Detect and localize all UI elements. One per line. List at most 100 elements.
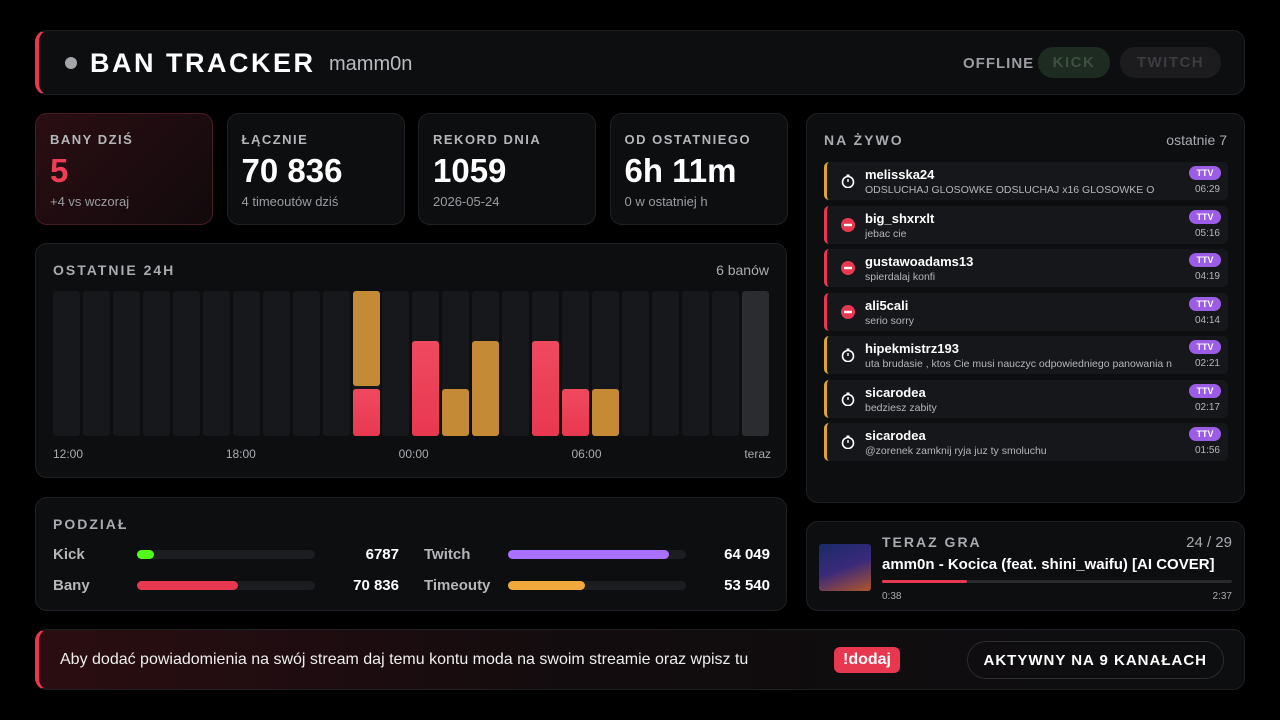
stat-value: 6h 11m	[624, 152, 737, 189]
hour-column	[472, 291, 500, 436]
ban-bar	[352, 388, 380, 436]
stat-label: BANY DZIŚ	[50, 132, 134, 147]
timeout-icon	[841, 174, 855, 188]
hour-column	[112, 291, 140, 436]
stat-card: REKORD DNIA 1059 2026-05-24	[418, 113, 596, 225]
x-label: 12:00	[53, 447, 84, 461]
feed-user: hipekmistrz193	[865, 341, 959, 356]
feed-time: 05:16	[1194, 227, 1220, 239]
feed-message: uta brudasie , ktos Cie musi nauczyc odp…	[865, 358, 1173, 370]
hour-column	[412, 291, 440, 436]
platform-badge: TTV	[1189, 253, 1221, 267]
x-label: teraz	[744, 447, 771, 461]
hour-column	[322, 291, 350, 436]
feed-user: sicarodea	[865, 384, 926, 400]
live-panel: NA ŻYWO ostatnie 7 melisska24 ODSLUCHAJ G…	[806, 113, 1245, 503]
platform-badge: TTV	[1189, 166, 1221, 180]
panel-summary: 6 banów	[716, 262, 769, 278]
stat-label: REKORD DNIA	[433, 132, 542, 147]
progress-fill	[882, 580, 967, 583]
split-bar	[137, 581, 239, 590]
feed-time: 06:29	[1194, 184, 1220, 195]
hour-column	[172, 291, 200, 436]
stat-card: BANY DZIŚ 5 +4 vs wczoraj	[35, 113, 213, 225]
feed-user: melisska24	[865, 167, 935, 182]
feed-entry: ali5cali serio sorry TTV 04:14	[824, 292, 1228, 331]
split-bar	[137, 550, 155, 559]
platform-badge: TTV	[1189, 296, 1221, 311]
hour-column	[202, 291, 230, 436]
hour-column	[53, 291, 80, 436]
feed-time: 04:19	[1194, 271, 1220, 282]
feed-entry: big_shxrxlt jebac cie TTV 05:16	[824, 205, 1228, 244]
feed-time: 02:21	[1194, 358, 1220, 369]
ban-bar	[412, 341, 440, 436]
platform-badge: TTV	[1189, 383, 1221, 398]
kick-button[interactable]: KICK	[1038, 47, 1110, 78]
split-name: Twitch	[424, 546, 471, 563]
stat-card: OD OSTATNIEGO 6h 11m 0 w ostatniej h	[609, 113, 788, 225]
platform-badge: TTV	[1189, 340, 1221, 354]
feed-time: 01:56	[1194, 445, 1220, 456]
stat-sub: 0 w ostatniej h	[624, 194, 708, 209]
cover	[819, 544, 871, 591]
stat-value: 5	[50, 152, 69, 189]
split-panel: PODZIAŁ Kick 6787 Twitch 64 049 Bany 70 836 Ti…	[35, 497, 787, 611]
feed-message: @zorenek zamknij ryja juz ty smoluchu	[865, 445, 1047, 457]
x-label: 06:00	[571, 447, 602, 461]
split-track	[137, 581, 315, 590]
hour-column	[741, 291, 769, 436]
feed-entry: hipekmistrz193 uta brudasie , ktos Cie mu…	[824, 336, 1228, 374]
panel-summary: ostatnie 7	[1166, 132, 1227, 148]
hour-column	[292, 291, 320, 436]
timeout-bar	[592, 388, 620, 436]
footer: Aby dodać powiadomienia na swój stream d…	[35, 629, 1245, 690]
twitch-button[interactable]: TWITCH	[1120, 47, 1221, 78]
header: BAN TRACKER mamm0n OFFLINE KICK TWITCH	[35, 30, 1245, 95]
platform-badge: TTV	[1189, 427, 1221, 441]
feed-time: 02:17	[1194, 401, 1220, 413]
x-label: 18:00	[225, 447, 256, 461]
ban-icon	[841, 304, 855, 319]
feed-entry: sicarodea bedziesz zabity TTV 02:17	[824, 379, 1228, 418]
timeout-bar	[442, 388, 470, 436]
hour-column	[532, 291, 560, 436]
hour-column	[652, 291, 679, 436]
hour-column	[622, 291, 650, 436]
hour-column	[232, 291, 260, 436]
split-value: 6787	[365, 546, 399, 563]
timeout-bar	[352, 291, 380, 386]
hour-column	[82, 291, 110, 436]
duration: 2:37	[1212, 591, 1232, 602]
activity-panel: OSTATNIE 24H 6 banów 12:00 18:00 00:00 06:0…	[35, 243, 787, 478]
stat-value: 70 836	[241, 152, 343, 189]
hour-column	[592, 291, 620, 436]
ban-icon	[841, 261, 855, 275]
split-name: Bany	[53, 577, 90, 594]
title: BAN TRACKER	[90, 48, 316, 78]
feed-entry: gustawoadams13 spierdalaj konfi TTV 04:19	[824, 249, 1228, 287]
split-track	[508, 550, 686, 559]
panel-title: PODZIAŁ	[53, 516, 129, 532]
feed-message: bedziesz zabity	[865, 401, 937, 414]
stat-label: ŁĄCZNIE	[241, 132, 309, 147]
feed-message: ODSLUCHAJ GLOSOWKE ODSLUCHAJ x16 GLOSOWK…	[865, 184, 1155, 196]
bar-chart	[53, 291, 771, 436]
panel-title: NA ŻYWO	[824, 132, 904, 148]
now-playing: TERAZ GRA 24 / 29 amm0n - Kocica (feat. …	[806, 521, 1245, 611]
stat-sub: 4 timeoutów dziś	[241, 194, 339, 209]
feed-entry: sicarodea @zorenek zamknij ryja juz ty sm…	[824, 423, 1228, 461]
hour-column	[502, 291, 530, 436]
feed-entry: melisska24 ODSLUCHAJ GLOSOWKE ODSLUCHAJ x…	[824, 162, 1228, 200]
panel-title: OSTATNIE 24H	[53, 262, 176, 278]
split-value: 70 836	[353, 577, 399, 594]
ban-bar	[562, 388, 590, 436]
feed-message: spierdalaj konfi	[865, 271, 936, 283]
feed-user: sicarodea	[865, 428, 926, 443]
track: amm0n - Kocica (feat. shini_waifu) [AI C…	[882, 556, 1215, 573]
split-name: Timeouty	[424, 577, 491, 594]
hour-column	[562, 291, 590, 436]
feed-user: big_shxrxlt	[865, 210, 935, 226]
